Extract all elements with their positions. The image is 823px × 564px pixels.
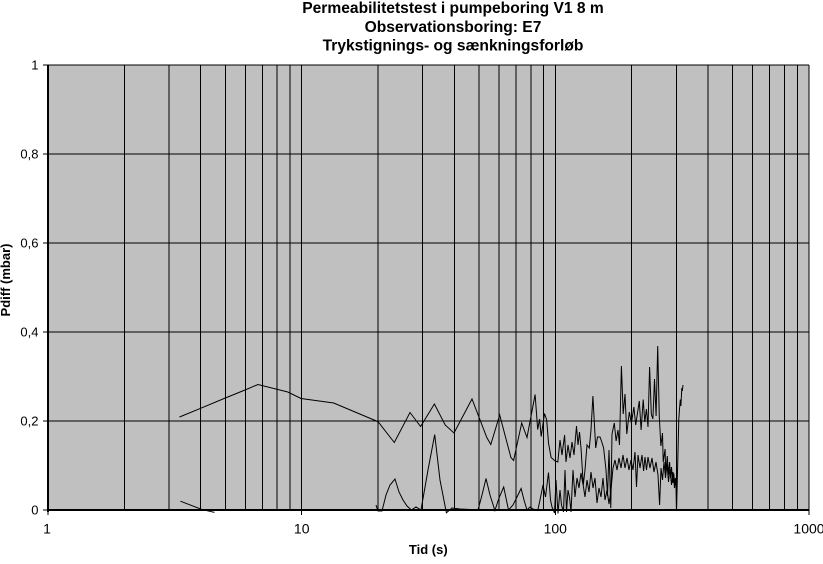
svg-text:0: 0 (31, 503, 38, 518)
svg-text:1: 1 (31, 58, 38, 73)
svg-text:1: 1 (43, 520, 51, 536)
svg-text:Pdiff (mbar): Pdiff (mbar) (0, 244, 13, 317)
svg-text:Tid (s): Tid (s) (409, 542, 448, 557)
svg-text:100: 100 (544, 520, 568, 536)
svg-text:Trykstignings- og sænkningsfor: Trykstignings- og sænkningsforløb (323, 38, 584, 55)
svg-text:10: 10 (294, 520, 310, 536)
svg-text:0,8: 0,8 (20, 147, 38, 162)
svg-text:Observationsboring: E7: Observationsboring: E7 (365, 19, 542, 36)
svg-text:0,4: 0,4 (20, 325, 38, 340)
svg-text:1000: 1000 (793, 520, 823, 536)
svg-text:0,6: 0,6 (20, 236, 38, 251)
svg-text:0,2: 0,2 (20, 414, 38, 429)
svg-text:Permeabilitetstest i pumpebori: Permeabilitetstest i pumpeboring V1 8 m (302, 0, 604, 17)
